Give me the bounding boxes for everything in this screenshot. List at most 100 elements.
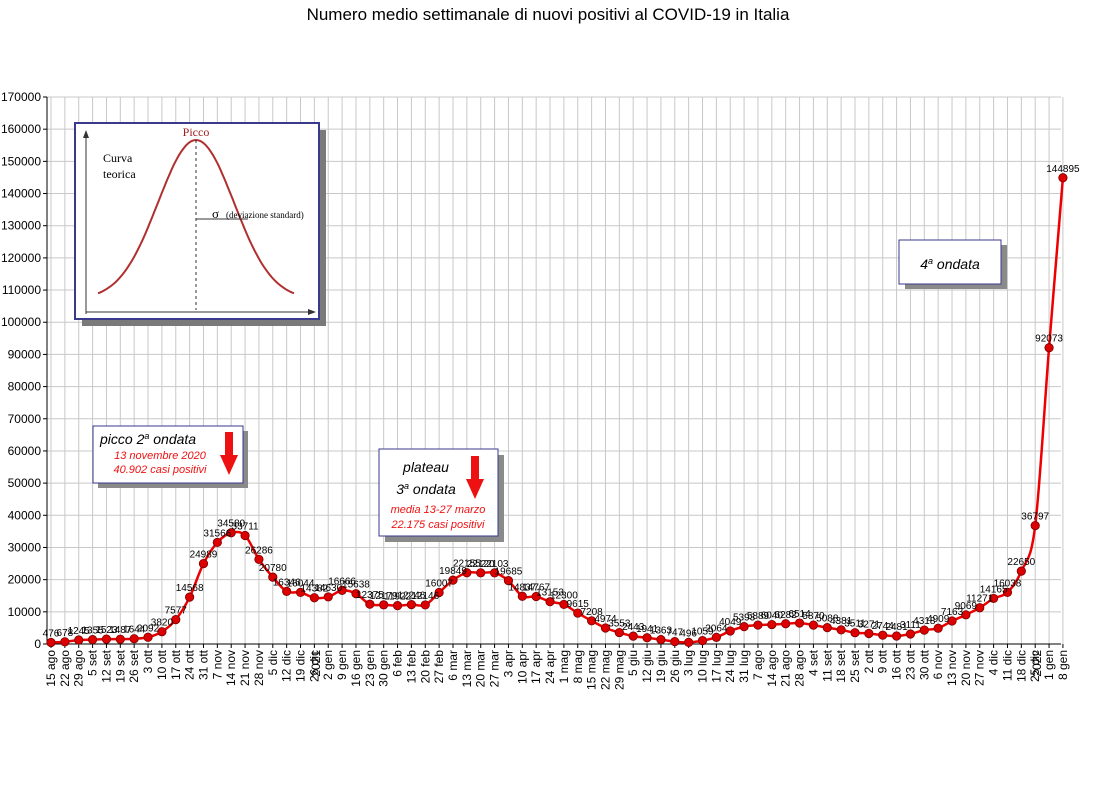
data-point [476,568,486,578]
x-tick-label: 19 giu [654,650,668,683]
annotation-plateau-3rd-wave: plateau 3a ondata media 13-27 marzo 22.1… [378,448,504,542]
x-tick-label-prefix: 2022 [1030,650,1044,677]
data-label: 12246 [398,591,426,602]
annotation-peak-2nd-wave: picco 2a ondata 13 novembre 2020 40.902 … [92,425,248,488]
data-point [767,619,777,630]
x-tick-label: 7 nov [210,650,224,679]
inset-box [74,122,320,320]
x-tick-label: 24 lug [723,650,737,683]
y-tick-label: 70000 [8,412,42,426]
data-point [157,627,167,637]
data-label: 1245 [68,626,91,637]
ann-plateau3-arrow-icon [466,456,484,499]
data-label: 34580 [217,519,245,530]
data-point [545,597,555,607]
x-tick-label: 15 mag [585,650,599,690]
data-point [753,620,763,630]
x-tick-label: 26 giu [668,650,682,683]
x-tick-label: 5 giu [626,650,640,676]
data-label: 1487 [109,625,132,636]
data-label: 496 [680,628,697,639]
data-point [587,616,597,626]
x-tick-label: 12 set [99,649,113,682]
data-point [309,593,319,603]
x-tick-label: 20 mar [474,650,488,687]
data-label: 16038 [994,578,1022,589]
data-label: 14767 [522,582,550,593]
inset-peak-label: Picco [183,125,210,139]
data-label: 4974 [594,614,617,625]
y-tick-label: 40000 [8,508,42,522]
data-point [420,600,430,610]
x-tick-label: 13 mar [460,650,474,687]
data-point [185,592,195,602]
ann-wave4-label-b: ondata [933,256,980,272]
data-point [171,615,181,625]
x-tick-label: 16 ott [890,649,904,680]
x-tick-label: 3 lug [682,650,696,676]
data-label: 5889 [747,611,770,622]
data-label: 14630 [314,583,342,594]
data-point [739,622,749,632]
data-point [864,628,874,639]
y-tick-label: 110000 [2,283,41,297]
data-point [989,593,999,604]
x-tick-label: 17 lug [709,650,723,683]
data-point [1030,521,1040,531]
data-label: 7577 [165,606,188,617]
x-tick-label: 13 feb [404,650,418,684]
ann-plateau3-period: media 13-27 marzo [391,504,486,516]
data-label: 2064 [705,623,728,634]
data-point [808,620,819,630]
data-label: 16666 [328,576,356,587]
x-tick-label: 1 mag [557,650,571,683]
data-label: 476 [43,628,60,639]
x-tick-label: 3 apr [501,650,515,677]
data-label: 3820 [151,618,174,629]
data-label: 15638 [342,580,370,591]
data-label: 1644 [123,625,146,636]
data-point [448,575,458,585]
data-point [46,637,56,648]
x-tick-label: 23 ott [903,649,917,680]
data-point [379,600,389,610]
x-tick-label: 6 nov [931,650,945,679]
ann-plateau3-line1: plateau [402,459,449,475]
data-label: 4381 [830,616,853,627]
data-label: 3111 [900,620,921,631]
x-tick-label: 28 nov [252,650,266,686]
ann-plateau3-line2: 3a ondata [396,481,456,497]
data-point [794,618,805,628]
y-tick-label: 30000 [8,540,42,554]
data-point [642,633,652,643]
data-label: 92073 [1035,334,1063,345]
data-label: 5088 [816,614,839,625]
data-point [226,528,236,538]
x-tick-label: 22 mag [598,650,612,690]
x-tick-label: 12 dic [280,650,294,682]
data-point [462,568,472,578]
data-point [365,599,375,609]
data-point [711,632,721,642]
data-point [198,558,209,569]
data-label: 22103 [481,559,509,570]
data-label: 36797 [1021,512,1049,523]
y-tick-label: 100000 [1,315,41,329]
data-label: 1523 [95,625,118,636]
x-tick-label: 8 gen [1056,650,1070,680]
data-label: 31566 [203,528,231,539]
data-label: 1355 [81,626,104,637]
data-label: 144895 [1046,164,1080,175]
x-tick-label-prefix: 2021 [309,650,323,677]
x-tick-label: 2 gen [321,650,335,680]
data-label: 2443 [622,622,645,633]
data-label: 16007 [425,578,453,589]
data-point [822,623,832,633]
data-label: 19685 [495,567,523,578]
data-point [503,576,514,586]
y-axis: 0 10000 20000 30000 40000 50000 60000 70000 8000… [1,90,48,651]
ann-wave4-label: 4a ondata [920,256,980,272]
x-tick-label: 9 ott [876,649,890,673]
x-tick-label: 3 ott [141,649,155,673]
